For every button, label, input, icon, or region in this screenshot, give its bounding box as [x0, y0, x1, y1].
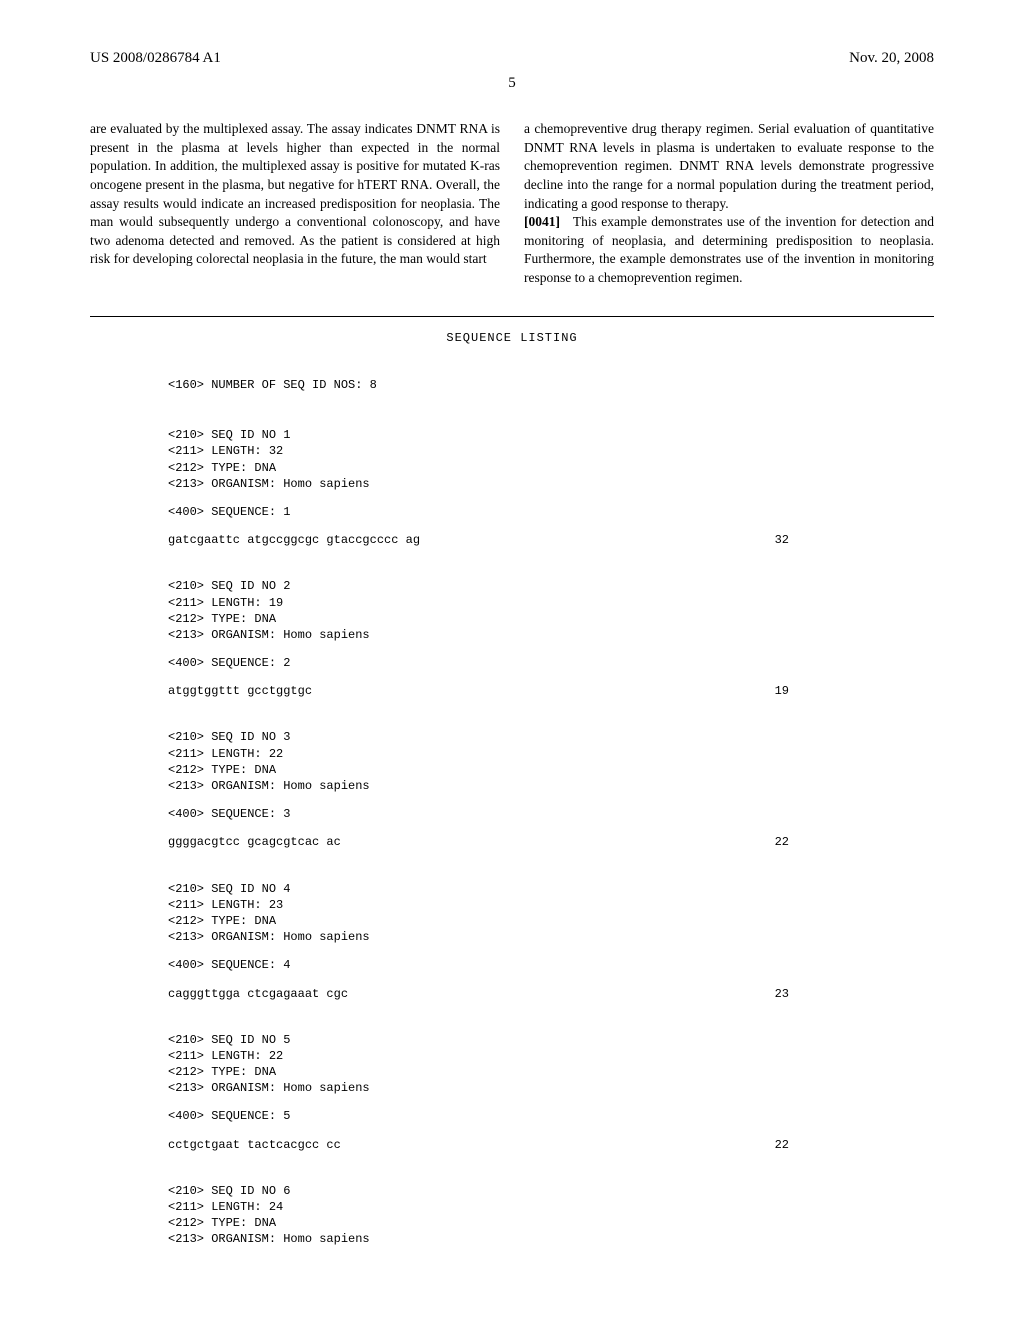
publication-date: Nov. 20, 2008 — [849, 50, 934, 67]
sequence-entry: <210> SEQ ID NO 5<211> LENGTH: 22<212> T… — [168, 1032, 934, 1165]
seq-header-line: <210> SEQ ID NO 2 — [168, 578, 934, 594]
seq-header-line: <400> SEQUENCE: 2 — [168, 655, 934, 671]
sequence-listing: <160> NUMBER OF SEQ ID NOS: 8 <210> SEQ … — [90, 361, 934, 1282]
seq-header-line: <400> SEQUENCE: 4 — [168, 957, 934, 973]
seq-header-line: <211> LENGTH: 19 — [168, 595, 934, 611]
sequence-data: atggtggttt gcctggtgc — [168, 683, 312, 699]
seq-header-line: <400> SEQUENCE: 1 — [168, 504, 934, 520]
sequence-entry: <210> SEQ ID NO 2<211> LENGTH: 19<212> T… — [168, 578, 934, 711]
left-column-text: are evaluated by the multiplexed assay. … — [90, 121, 500, 266]
sequence-length: 32 — [775, 532, 934, 548]
seq-header-line: <211> LENGTH: 32 — [168, 443, 934, 459]
sequence-length: 22 — [775, 1137, 934, 1153]
sequence-entry: <210> SEQ ID NO 1<211> LENGTH: 32<212> T… — [168, 427, 934, 560]
seq-header-line: <213> ORGANISM: Homo sapiens — [168, 1080, 934, 1096]
seq-header-line: <210> SEQ ID NO 5 — [168, 1032, 934, 1048]
seq-header-line: <213> ORGANISM: Homo sapiens — [168, 476, 934, 492]
seq-header-line: <212> TYPE: DNA — [168, 460, 934, 476]
left-column: are evaluated by the multiplexed assay. … — [90, 120, 500, 288]
seq-header-line: <210> SEQ ID NO 4 — [168, 881, 934, 897]
right-p1-text: a chemopreventive drug therapy regimen. … — [524, 121, 934, 211]
sequence-listing-title: SEQUENCE LISTING — [90, 331, 934, 345]
page-number: 5 — [90, 75, 934, 92]
seq-header-line: <213> ORGANISM: Homo sapiens — [168, 929, 934, 945]
body-columns: are evaluated by the multiplexed assay. … — [90, 120, 934, 288]
sequence-entry: <210> SEQ ID NO 6<211> LENGTH: 24<212> T… — [168, 1183, 934, 1248]
seq-header-line: <210> SEQ ID NO 6 — [168, 1183, 934, 1199]
seq-header-line: <213> ORGANISM: Homo sapiens — [168, 778, 934, 794]
right-column: a chemopreventive drug therapy regimen. … — [524, 120, 934, 288]
seq-header-line: <213> ORGANISM: Homo sapiens — [168, 627, 934, 643]
sequence-length: 22 — [775, 834, 934, 850]
publication-number: US 2008/0286784 A1 — [90, 50, 221, 67]
sequence-data: ggggacgtcc gcagcgtcac ac — [168, 834, 341, 850]
seq-header-line: <400> SEQUENCE: 5 — [168, 1108, 934, 1124]
sequence-row: atggtggttt gcctggtgc 19 — [168, 683, 934, 699]
right-p2-text: This example demonstrates use of the inv… — [524, 214, 934, 285]
paragraph-number: [0041] — [524, 214, 560, 229]
seq-header-line: <212> TYPE: DNA — [168, 762, 934, 778]
seq-header-line: <211> LENGTH: 24 — [168, 1199, 934, 1215]
seq-header-line: <212> TYPE: DNA — [168, 913, 934, 929]
seq-header-line: <212> TYPE: DNA — [168, 611, 934, 627]
seq-count: <160> NUMBER OF SEQ ID NOS: 8 — [168, 377, 934, 393]
sequence-row: cagggttgga ctcgagaaat cgc 23 — [168, 986, 934, 1002]
sequence-data: gatcgaattc atgccggcgc gtaccgcccc ag — [168, 532, 420, 548]
sequence-row: ggggacgtcc gcagcgtcac ac 22 — [168, 834, 934, 850]
sequence-length: 19 — [775, 683, 934, 699]
seq-header-line: <211> LENGTH: 22 — [168, 1048, 934, 1064]
seq-header-line: <212> TYPE: DNA — [168, 1215, 934, 1231]
seq-header-line: <211> LENGTH: 22 — [168, 746, 934, 762]
sequence-entry: <210> SEQ ID NO 4<211> LENGTH: 23<212> T… — [168, 881, 934, 1014]
section-divider — [90, 316, 934, 317]
seq-header-line: <400> SEQUENCE: 3 — [168, 806, 934, 822]
seq-header-line: <212> TYPE: DNA — [168, 1064, 934, 1080]
sequence-length: 23 — [775, 986, 934, 1002]
sequence-entry: <210> SEQ ID NO 3<211> LENGTH: 22<212> T… — [168, 729, 934, 862]
seq-header-line: <210> SEQ ID NO 1 — [168, 427, 934, 443]
seq-header-line: <211> LENGTH: 23 — [168, 897, 934, 913]
seq-header-line: <210> SEQ ID NO 3 — [168, 729, 934, 745]
sequence-data: cagggttgga ctcgagaaat cgc — [168, 986, 348, 1002]
seq-header-line: <213> ORGANISM: Homo sapiens — [168, 1231, 934, 1247]
sequence-row: gatcgaattc atgccggcgc gtaccgcccc ag 32 — [168, 532, 934, 548]
sequence-row: cctgctgaat tactcacgcc cc 22 — [168, 1137, 934, 1153]
page-header: US 2008/0286784 A1 Nov. 20, 2008 — [90, 50, 934, 67]
sequence-data: cctgctgaat tactcacgcc cc — [168, 1137, 341, 1153]
